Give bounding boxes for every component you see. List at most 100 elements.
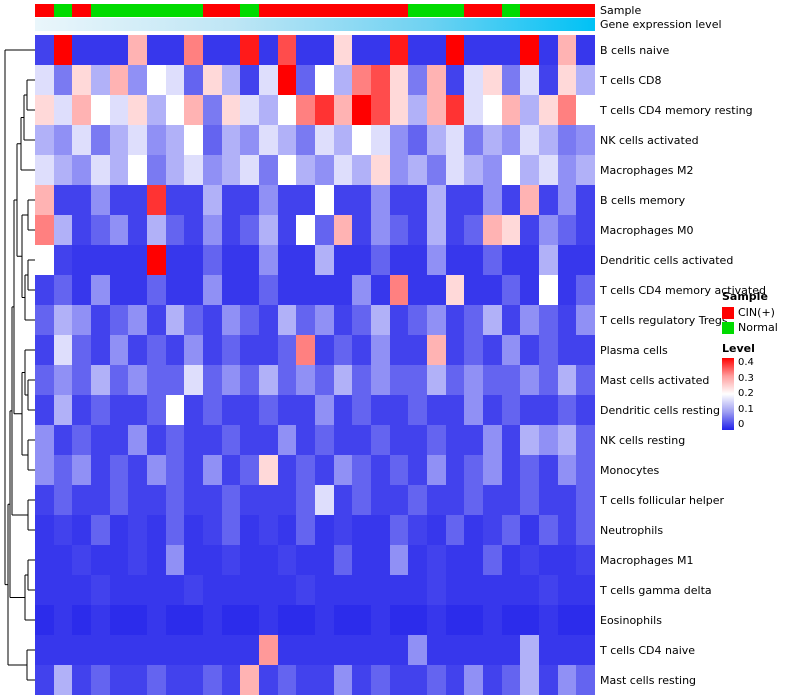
heatmap-cell [501,455,521,485]
heatmap-cell [53,185,73,215]
heatmap-cell [464,245,483,275]
heatmap-cell [333,545,353,575]
heatmap-cell [109,665,129,695]
heatmap-cell [202,545,222,575]
heatmap-cell [72,455,91,485]
heatmap-cell [221,575,241,605]
heatmap-cell [184,335,203,365]
heatmap-cell [501,275,521,305]
heatmap-cell [258,245,278,275]
heatmap-cell [557,155,577,185]
heatmap-cell [35,395,54,425]
heatmap-cell [296,545,315,575]
heatmap-cell [128,65,147,95]
heatmap-cell [576,65,595,95]
heatmap-cell [146,605,166,635]
heatmap-cell [352,455,371,485]
heatmap-cell [53,125,73,155]
heatmap-cell [576,335,595,365]
heatmap-cell [35,125,54,155]
heatmap-cell [165,575,185,605]
heatmap-cell [109,65,129,95]
heatmap-cell [408,365,427,395]
heatmap-cell [90,275,110,305]
heatmap-cell [258,665,278,695]
heatmap-cell [165,125,185,155]
heatmap-cell [165,185,185,215]
heatmap-cell [277,245,297,275]
heatmap-cell [426,485,446,515]
heatmap-cell [35,65,54,95]
heatmap-cell [146,185,166,215]
heatmap-cell [240,365,259,395]
heatmap-cell [370,65,390,95]
heatmap-cell [72,575,91,605]
heatmap-cell [408,275,427,305]
heatmap-cell [538,305,558,335]
heatmap-cell [258,515,278,545]
heatmap-cell [258,365,278,395]
heatmap-cell [146,665,166,695]
heatmap-cell [165,95,185,125]
row-label: NK cells resting [600,433,686,447]
heatmap-cell [90,305,110,335]
heatmap-cell [90,185,110,215]
heatmap-cell [464,365,483,395]
heatmap-cell [72,305,91,335]
heatmap-cell [538,65,558,95]
heatmap-cell [370,485,390,515]
heatmap-cell [370,545,390,575]
heatmap-cell [520,455,539,485]
heatmap-cell [426,395,446,425]
heatmap-cell [370,365,390,395]
heatmap-cell [296,215,315,245]
heatmap-cell [202,485,222,515]
sample-annotation-cell [90,4,110,17]
heatmap-cell [333,215,353,245]
heatmap-cell [408,665,427,695]
heatmap-cell [146,125,166,155]
heatmap-cell [538,455,558,485]
sample-annotation-cell [445,4,465,17]
heatmap-cell [520,35,539,65]
heatmap-cell [90,365,110,395]
heatmap-cell [277,575,297,605]
heatmap-cell [202,605,222,635]
sample-annotation-cell [370,4,390,17]
heatmap-cell [538,275,558,305]
heatmap-cell [426,125,446,155]
heatmap-cell [501,605,521,635]
heatmap-cell [202,65,222,95]
heatmap-cell [333,485,353,515]
heatmap-cell [408,335,427,365]
heatmap-cell [258,215,278,245]
heatmap-cell [35,35,54,65]
sample-annotation-cell [314,4,334,17]
heatmap-cell [426,605,446,635]
heatmap-cell [464,155,483,185]
heatmap-cell [296,305,315,335]
heatmap-cell [258,185,278,215]
heatmap-cell [482,185,502,215]
heatmap-cell [53,665,73,695]
heatmap-cell [333,425,353,455]
heatmap-cell [258,335,278,365]
heatmap-cell [464,575,483,605]
heatmap-cell [352,305,371,335]
heatmap-cell [389,485,409,515]
heatmap-cell [53,395,73,425]
heatmap-cell [482,125,502,155]
heatmap-cell [240,245,259,275]
heatmap-cell [128,605,147,635]
heatmap-cell [128,245,147,275]
heatmap-cell [72,215,91,245]
heatmap-cell [482,365,502,395]
heatmap-cell [296,425,315,455]
heatmap-cell [445,95,465,125]
legend-item-normal: Normal [722,321,800,334]
heatmap-cell [296,605,315,635]
heatmap-cell [202,365,222,395]
legend-item-cin-label: CIN(+) [738,306,775,319]
heatmap-cell [408,185,427,215]
row-label: Dendritic cells resting [600,403,720,417]
